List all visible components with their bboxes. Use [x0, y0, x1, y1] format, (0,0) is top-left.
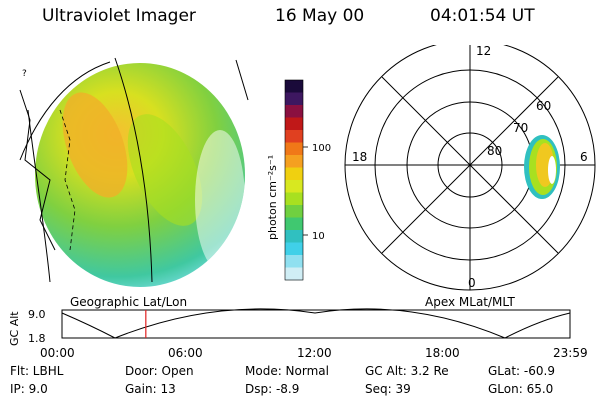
colorbar-stripe	[285, 242, 303, 256]
geographic-caption: Geographic Lat/Lon	[70, 295, 188, 309]
colorbar-stripe	[285, 92, 303, 106]
colorbar-stripe	[285, 180, 303, 193]
colorbar-stripe	[285, 155, 303, 168]
colorbar-tick-100: 100	[312, 143, 331, 154]
lat-label-60: 60	[536, 99, 551, 113]
colorbar-stripe	[285, 130, 303, 143]
colorbar-stripe	[285, 80, 303, 93]
door-info: Door: Open	[125, 364, 194, 378]
colorbar: 100 10 photon cm⁻²s⁻¹	[266, 79, 331, 281]
glon-info: GLon: 65.0	[488, 382, 554, 396]
ip-info: IP: 9.0	[10, 382, 48, 396]
time-label: 04:01:54 UT	[430, 6, 535, 26]
gain-info: Gain: 13	[125, 382, 176, 396]
geo-mark: ?	[22, 69, 27, 79]
time-tick-1800: 18:00	[425, 346, 460, 360]
colorbar-stripe	[285, 142, 303, 156]
mlt-label-6: 6	[580, 150, 588, 164]
geographic-image: ?	[19, 57, 249, 287]
time-tick-0600: 06:00	[168, 346, 203, 360]
lat-label-70: 70	[513, 121, 528, 135]
alt-tick-9: 9.0	[28, 308, 46, 321]
colorbar-unit: photon cm⁻²s⁻¹	[266, 155, 279, 240]
polar-plot: 12 18 6 0 60 70 80	[344, 45, 596, 291]
dsp-info: Dsp: -8.9	[245, 382, 300, 396]
time-tick-2359: 23:59	[553, 346, 588, 360]
time-tick-1200: 12:00	[297, 346, 332, 360]
gc-alt-info: GC Alt: 3.2 Re	[365, 364, 449, 378]
glat-info: GLat: -60.9	[488, 364, 555, 378]
altitude-track: GC Alt 9.0 1.8	[8, 308, 571, 346]
mlt-label-18: 18	[352, 150, 367, 164]
date-label: 16 May 00	[275, 6, 365, 26]
mlt-label-0: 0	[468, 276, 476, 290]
lat-label-80: 80	[487, 144, 502, 158]
mode-info: Mode: Normal	[245, 364, 329, 378]
colorbar-stripe	[285, 192, 303, 206]
mlt-label-12: 12	[476, 45, 491, 58]
instrument-title: Ultraviolet Imager	[42, 6, 196, 26]
colorbar-stripe	[285, 117, 303, 131]
filter-info: Flt: LBHL	[10, 364, 64, 378]
colorbar-stripe	[285, 217, 303, 231]
colorbar-stripe	[285, 105, 303, 118]
seq-info: Seq: 39	[365, 382, 411, 396]
colorbar-stripe	[285, 167, 303, 181]
time-tick-0000: 00:00	[40, 346, 75, 360]
colorbar-stripe	[285, 267, 303, 281]
polar-caption: Apex MLat/MLT	[425, 295, 515, 309]
colorbar-tick-10: 10	[312, 231, 325, 242]
colorbar-stripe	[285, 205, 303, 218]
colorbar-stripe	[285, 230, 303, 243]
colorbar-stripe	[285, 255, 303, 268]
alt-tick-1-8: 1.8	[28, 332, 46, 345]
gc-alt-axis-label: GC Alt	[8, 311, 21, 346]
